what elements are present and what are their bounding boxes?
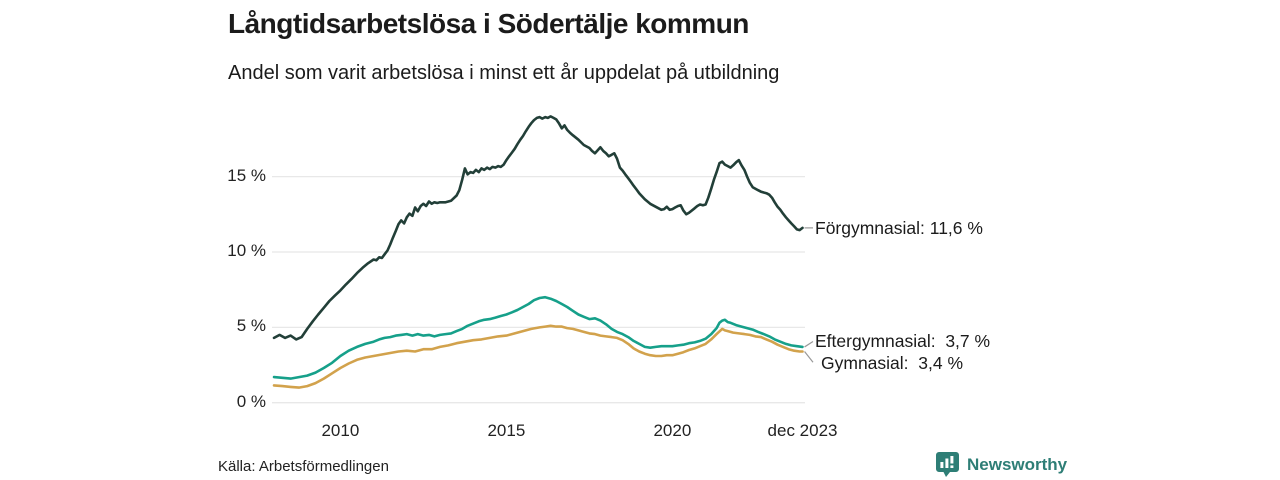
x-tick-label: 2015 <box>487 421 526 440</box>
page-title: Långtidsarbetslösa i Södertälje kommun <box>228 8 749 39</box>
series-label-gymnasial: Gymnasial: 3,4 % <box>821 353 963 374</box>
page-subtitle: Andel som varit arbetslösa i minst ett å… <box>228 62 780 84</box>
label-connector <box>804 341 814 348</box>
series-line-eftergymnasial <box>272 295 804 380</box>
x-tick-label: 2010 <box>321 421 360 440</box>
series-line-gymnasial <box>272 324 804 389</box>
y-tick-label: 0 % <box>236 391 266 411</box>
series-lines <box>272 115 804 389</box>
y-tick-label: 5 % <box>236 316 266 336</box>
gridlines <box>272 175 805 404</box>
newsworthy-icon <box>936 452 959 477</box>
y-tick-label: 10 % <box>227 241 266 260</box>
brand-logo: Newsworthy <box>935 451 1067 478</box>
brand-name: Newsworthy <box>967 454 1068 474</box>
source-note: Källa: Arbetsförmedlingen <box>218 458 389 475</box>
label-connectors <box>804 227 814 363</box>
label-connector <box>804 351 814 363</box>
y-tick-label: 15 % <box>227 165 266 185</box>
series-label-forgymnasial: Förgymnasial: 11,6 % <box>815 217 983 238</box>
series-line-förgymnasial <box>272 115 804 341</box>
x-tick-label: dec 2023 <box>767 421 838 440</box>
series-label-eftergymnasial: Eftergymnasial: 3,7 % <box>815 330 991 351</box>
x-tick-label: 2020 <box>653 421 692 440</box>
